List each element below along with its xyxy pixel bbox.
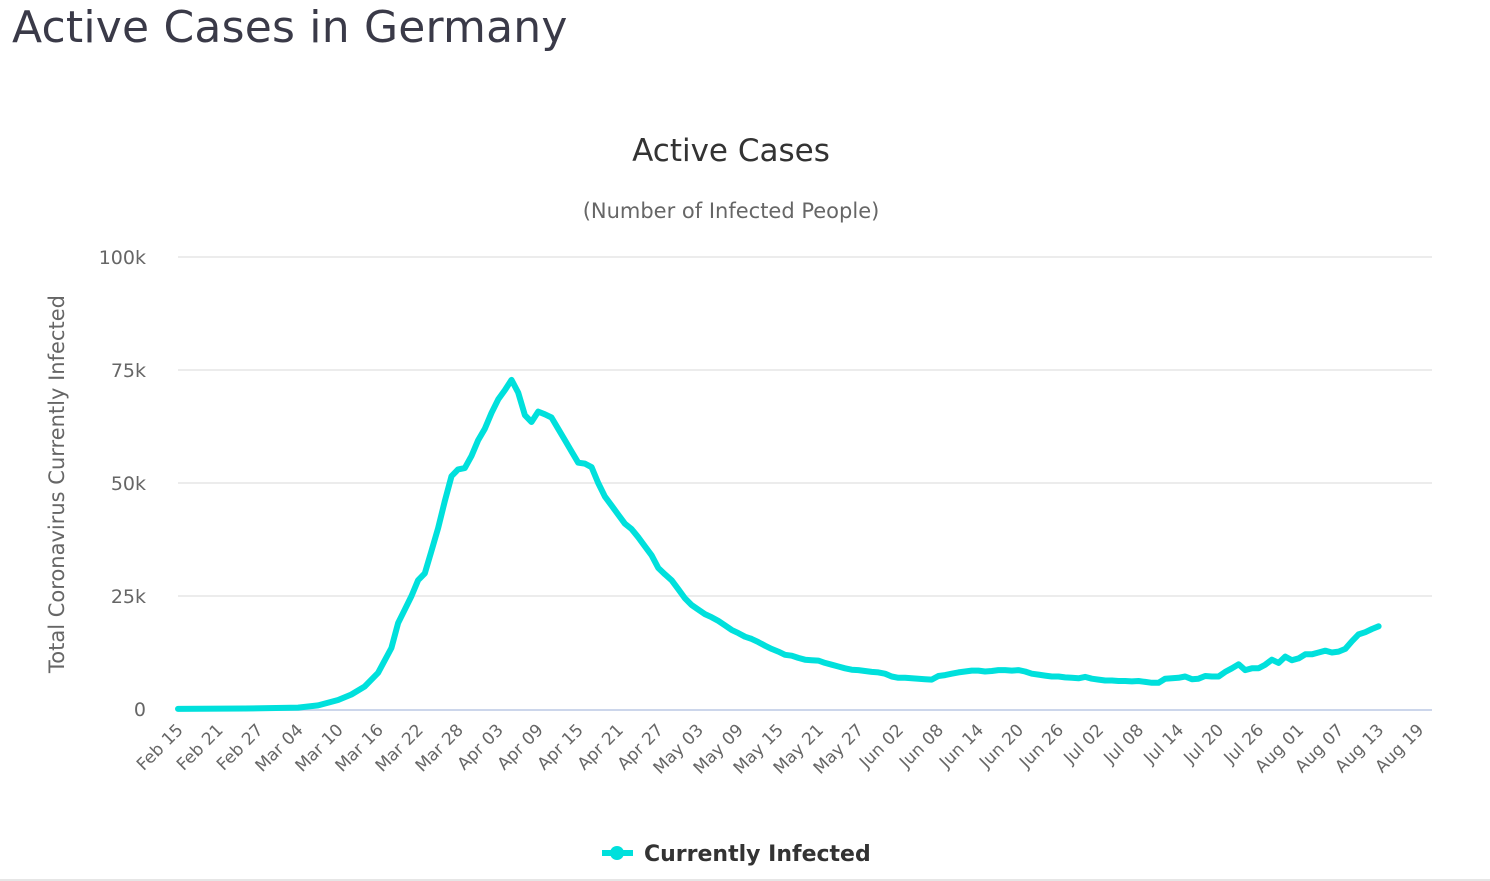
grid-lines [178, 256, 1432, 597]
y-tick-label: 50k [111, 473, 146, 495]
x-tick-label: Jun 26 [1015, 720, 1068, 773]
x-tick-label: Jun 08 [895, 720, 948, 773]
x-tick-label: Jun 20 [975, 720, 1028, 773]
y-tick-label: 0 [134, 699, 146, 721]
legend-label-currently-infected[interactable]: Currently Infected [644, 842, 871, 867]
page-title: Active Cases in Germany [12, 2, 568, 53]
legend-symbol-marker [610, 846, 624, 860]
y-tick-label: 25k [111, 586, 146, 608]
y-tick-label: 75k [111, 360, 146, 382]
y-tick-label: 100k [99, 247, 146, 269]
x-tick-label: Jul 02 [1060, 720, 1108, 768]
chart-title: Active Cases [632, 133, 830, 169]
series-line-currently-infected[interactable] [175, 376, 1382, 712]
y-axis-ticks: 0 25k 50k 75k 100k [99, 247, 146, 721]
legend[interactable]: Currently Infected [602, 842, 871, 867]
x-tick-label: Jun 14 [935, 720, 988, 773]
chart-subtitle: (Number of Infected People) [583, 199, 880, 223]
x-tick-label: Jul 20 [1180, 720, 1228, 768]
bottom-divider [0, 879, 1490, 881]
x-tick-label: Jun 02 [855, 720, 908, 773]
y-axis-label: Total Coronavirus Currently Infected [45, 295, 69, 674]
x-tick-label: Jul 08 [1100, 720, 1148, 768]
x-tick-label: Jul 14 [1140, 720, 1188, 768]
